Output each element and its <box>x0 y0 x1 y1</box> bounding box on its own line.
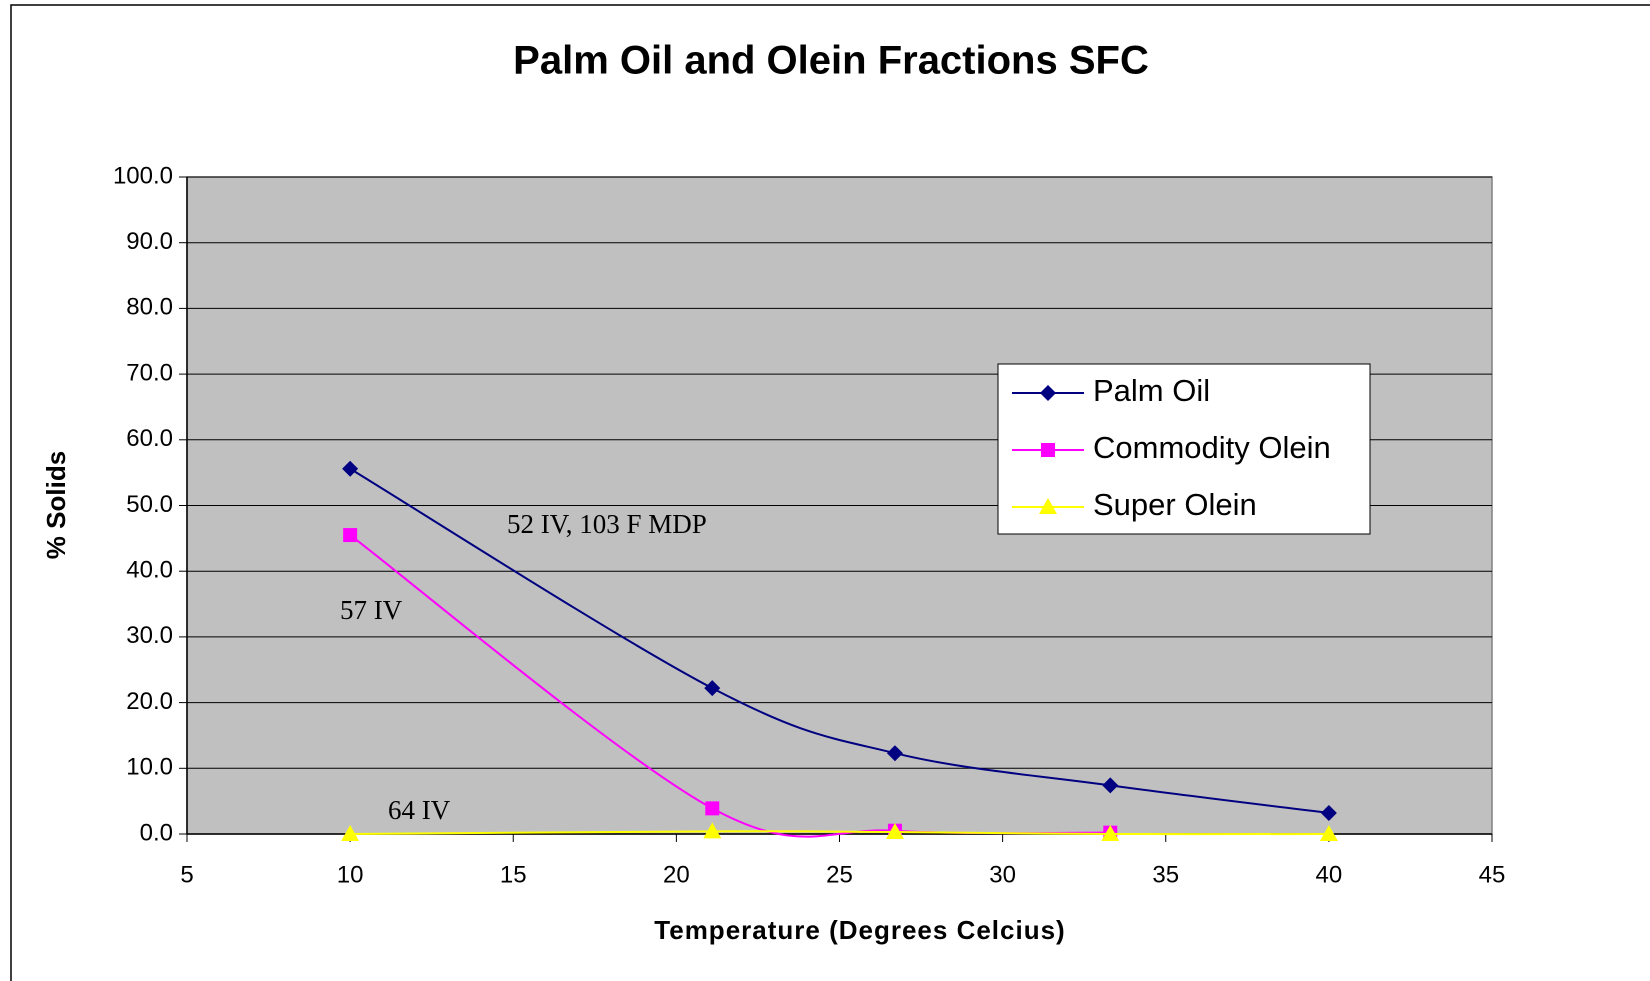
x-tick-label: 30 <box>989 861 1016 888</box>
series-line <box>349 467 1330 814</box>
y-tick-label: 80.0 <box>126 294 173 321</box>
x-tick-label: 5 <box>180 861 193 888</box>
y-axis-label: % Solids <box>41 451 71 559</box>
y-tick-label: 20.0 <box>126 688 173 715</box>
x-tick-label: 40 <box>1316 861 1343 888</box>
annotation: 64 IV <box>388 795 451 825</box>
data-point <box>705 801 720 816</box>
legend-label: Super Olein <box>1093 487 1257 522</box>
series-line <box>350 830 1329 836</box>
data-point <box>704 680 721 697</box>
y-tick-label: 90.0 <box>126 228 173 255</box>
y-tick-label: 0.0 <box>140 819 173 846</box>
data-point <box>343 528 358 543</box>
x-tick-label: 35 <box>1152 861 1179 888</box>
y-tick-label: 50.0 <box>126 491 173 518</box>
x-tick-label: 25 <box>826 861 853 888</box>
y-tick-label: 40.0 <box>126 557 173 584</box>
x-tick-label: 45 <box>1479 861 1506 888</box>
data-point <box>885 823 904 840</box>
data-point <box>1320 804 1337 821</box>
x-axis-label: Temperature (Degrees Celcius) <box>654 915 1065 945</box>
y-tick-label: 100.0 <box>113 162 173 189</box>
y-tick-label: 10.0 <box>126 754 173 781</box>
legend-marker <box>1041 443 1055 457</box>
data-point <box>1102 777 1119 794</box>
data-point <box>1319 825 1338 841</box>
data-point <box>1101 825 1120 841</box>
legend-marker <box>1039 498 1057 514</box>
x-tick-label: 15 <box>500 861 527 888</box>
legend-label: Commodity Olein <box>1093 430 1331 465</box>
chart-title: Palm Oil and Olein Fractions SFC <box>513 39 1149 83</box>
annotation: 57 IV <box>340 595 403 625</box>
legend-marker <box>1040 385 1056 401</box>
data-point <box>703 822 722 839</box>
legend-label: Palm Oil <box>1093 373 1210 408</box>
x-tick-label: 20 <box>663 861 690 888</box>
y-tick-label: 60.0 <box>126 425 173 452</box>
y-tick-label: 30.0 <box>126 622 173 649</box>
data-point <box>341 825 360 841</box>
data-point <box>342 460 359 477</box>
x-tick-label: 10 <box>337 861 364 888</box>
data-point <box>886 745 903 762</box>
y-tick-label: 70.0 <box>126 359 173 386</box>
annotation: 52 IV, 103 F MDP <box>507 509 707 539</box>
